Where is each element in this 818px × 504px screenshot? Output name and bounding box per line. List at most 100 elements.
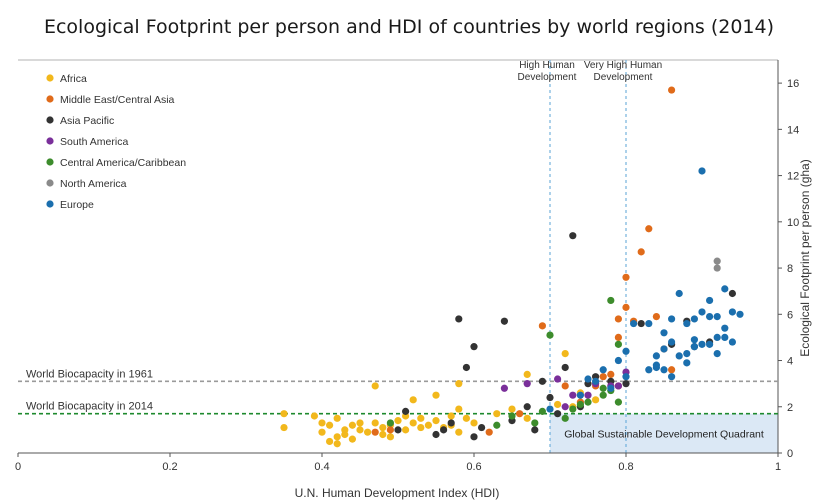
data-point-africa <box>280 424 287 431</box>
data-point-middle-east-central-asia <box>653 313 660 320</box>
legend-marker <box>46 158 53 165</box>
y-tick-label: 6 <box>787 309 793 321</box>
data-point-asia-pacific <box>455 315 462 322</box>
hdi-threshold-label: High Human <box>519 60 575 71</box>
data-point-europe <box>698 167 705 174</box>
data-point-europe <box>600 366 607 373</box>
data-point-africa <box>349 436 356 443</box>
data-point-middle-east-central-asia <box>486 429 493 436</box>
data-point-asia-pacific <box>531 426 538 433</box>
data-point-north-america <box>714 258 721 265</box>
x-tick-label: 1 <box>775 461 781 473</box>
data-point-central-america-caribbean <box>531 419 538 426</box>
data-point-middle-east-central-asia <box>387 426 394 433</box>
data-point-europe <box>592 378 599 385</box>
data-point-asia-pacific <box>478 424 485 431</box>
data-point-europe <box>668 373 675 380</box>
data-point-south-america <box>615 382 622 389</box>
data-point-africa <box>524 371 531 378</box>
data-point-africa <box>394 417 401 424</box>
legend-marker <box>46 74 53 81</box>
data-point-europe <box>729 338 736 345</box>
data-point-africa <box>432 392 439 399</box>
y-tick-label: 14 <box>787 124 799 136</box>
x-tick-label: 0.8 <box>618 461 633 473</box>
data-point-europe <box>546 405 553 412</box>
hdi-threshold-label: Very High Human <box>584 60 662 71</box>
data-point-europe <box>691 343 698 350</box>
data-point-africa <box>326 422 333 429</box>
data-point-africa <box>341 431 348 438</box>
data-point-europe <box>706 341 713 348</box>
data-point-central-america-caribbean <box>600 392 607 399</box>
data-point-africa <box>455 405 462 412</box>
biocapacity-1961-label: World Biocapacity in 1961 <box>26 368 153 380</box>
data-point-middle-east-central-asia <box>539 322 546 329</box>
x-axis-label: U.N. Human Development Index (HDI) <box>295 486 500 500</box>
data-point-africa <box>318 419 325 426</box>
data-point-middle-east-central-asia <box>622 274 629 281</box>
data-point-africa <box>402 426 409 433</box>
data-point-europe <box>683 320 690 327</box>
data-point-africa <box>524 415 531 422</box>
data-point-asia-pacific <box>448 419 455 426</box>
sustainable-quadrant: Global Sustainable Development Quadrant <box>550 414 778 453</box>
data-point-europe <box>683 350 690 357</box>
data-point-asia-pacific <box>402 408 409 415</box>
quadrant-label: Global Sustainable Development Quadrant <box>564 428 764 440</box>
data-point-africa <box>508 405 515 412</box>
data-point-south-america <box>584 392 591 399</box>
legend-marker <box>46 179 53 186</box>
data-point-middle-east-central-asia <box>562 382 569 389</box>
data-point-africa <box>425 422 432 429</box>
data-point-central-america-caribbean <box>607 297 614 304</box>
data-point-asia-pacific <box>729 290 736 297</box>
data-point-south-america <box>569 392 576 399</box>
data-point-europe <box>729 308 736 315</box>
data-point-asia-pacific <box>440 426 447 433</box>
data-point-europe <box>698 341 705 348</box>
data-point-africa <box>334 440 341 447</box>
data-point-europe <box>698 308 705 315</box>
data-point-africa <box>432 417 439 424</box>
data-point-europe <box>645 366 652 373</box>
data-point-asia-pacific <box>524 403 531 410</box>
data-point-middle-east-central-asia <box>372 429 379 436</box>
data-point-asia-pacific <box>470 343 477 350</box>
data-point-middle-east-central-asia <box>600 373 607 380</box>
data-point-africa <box>280 410 287 417</box>
data-point-middle-east-central-asia <box>645 225 652 232</box>
data-point-europe <box>645 320 652 327</box>
data-point-africa <box>562 350 569 357</box>
x-tick-label: 0 <box>15 461 21 473</box>
data-point-europe <box>660 366 667 373</box>
data-point-europe <box>683 359 690 366</box>
data-point-asia-pacific <box>554 410 561 417</box>
data-point-africa <box>372 419 379 426</box>
biocapacity-2014-label: World Biocapacity in 2014 <box>26 401 153 413</box>
data-point-africa <box>592 396 599 403</box>
data-point-africa <box>455 380 462 387</box>
data-point-central-america-caribbean <box>493 422 500 429</box>
data-point-africa <box>326 438 333 445</box>
data-point-africa <box>410 396 417 403</box>
x-tick-label: 0.4 <box>314 461 329 473</box>
data-point-asia-pacific <box>638 320 645 327</box>
data-point-europe <box>668 338 675 345</box>
data-point-africa <box>356 419 363 426</box>
data-point-central-america-caribbean <box>600 385 607 392</box>
data-point-africa <box>334 415 341 422</box>
legend-entry: North America <box>60 178 127 190</box>
legend-marker <box>46 95 53 102</box>
legend-marker <box>46 137 53 144</box>
legend-entry: Africa <box>60 73 87 85</box>
data-point-south-america <box>501 385 508 392</box>
data-point-africa <box>417 424 424 431</box>
data-point-africa <box>455 429 462 436</box>
data-point-africa <box>311 412 318 419</box>
legend-marker <box>46 200 53 207</box>
data-point-asia-pacific <box>539 378 546 385</box>
data-point-asia-pacific <box>470 433 477 440</box>
data-point-europe <box>668 315 675 322</box>
